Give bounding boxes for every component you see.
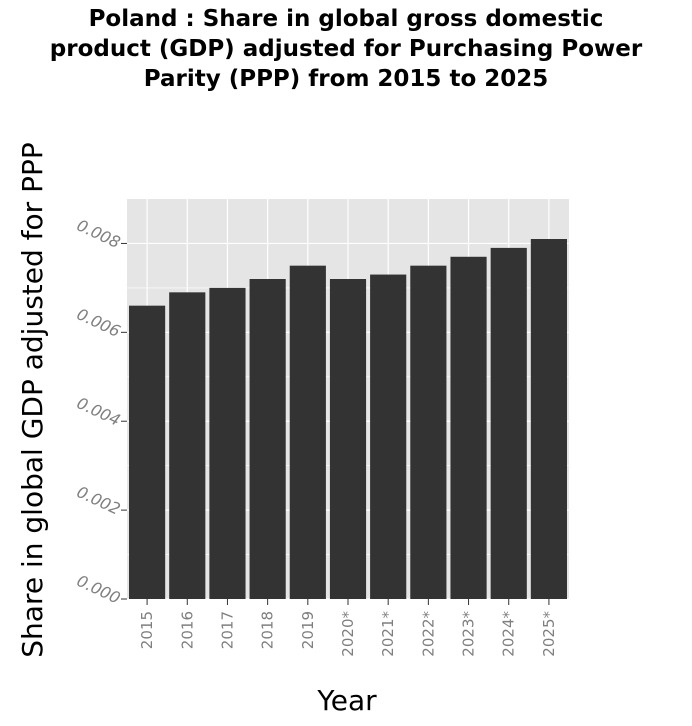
- y-tick-label: 0.008: [74, 215, 124, 252]
- x-tick-label: 2018: [259, 611, 277, 649]
- y-axis-label: Share in global GDP adjusted for PPP: [16, 142, 49, 657]
- bar-2016: [169, 292, 206, 599]
- chart-title-line-3: Parity (PPP) from 2015 to 2025: [143, 66, 549, 92]
- bar-2019: [289, 265, 326, 599]
- bar-2024*: [490, 247, 527, 599]
- bar-2022*: [410, 265, 447, 599]
- chart-title-line-1: Poland : Share in global gross domestic: [88, 6, 604, 32]
- bar-2017: [209, 287, 246, 599]
- x-tick-label: 2023*: [460, 611, 478, 657]
- bar-2025*: [530, 239, 567, 599]
- x-tick-label: 2021*: [379, 611, 397, 657]
- bar-2015: [129, 305, 166, 599]
- x-tick-label: 2019: [299, 611, 317, 649]
- y-tick-label: 0.006: [74, 304, 124, 341]
- bar-2023*: [450, 256, 487, 599]
- bars: [129, 239, 567, 599]
- x-tick-label: 2024*: [500, 611, 518, 657]
- y-tick-label: 0.002: [74, 482, 124, 519]
- bar-2021*: [370, 274, 407, 599]
- x-axis: 2015 2016 2017 2018 2019 2020* 2021* 2022* 2023*…: [138, 599, 558, 657]
- x-tick-label: 2025*: [540, 611, 558, 657]
- x-tick-label: 2017: [218, 611, 236, 649]
- x-tick-label: 2015: [138, 611, 156, 649]
- x-axis-label: Year: [316, 684, 377, 717]
- y-axis: 0.000 0.002 0.004 0.006 0.008: [74, 215, 127, 608]
- y-tick-label: 0.000: [74, 571, 124, 608]
- x-tick-label: 2016: [178, 611, 196, 649]
- bar-2018: [249, 279, 286, 599]
- x-tick-label: 2022*: [419, 611, 437, 657]
- bar-2020*: [329, 279, 367, 599]
- x-tick-label: 2020*: [339, 611, 357, 657]
- chart-title-line-2: product (GDP) adjusted for Purchasing Po…: [49, 36, 643, 62]
- y-tick-label: 0.004: [74, 393, 124, 430]
- chart-title: Poland : Share in global gross domestic …: [0, 4, 692, 94]
